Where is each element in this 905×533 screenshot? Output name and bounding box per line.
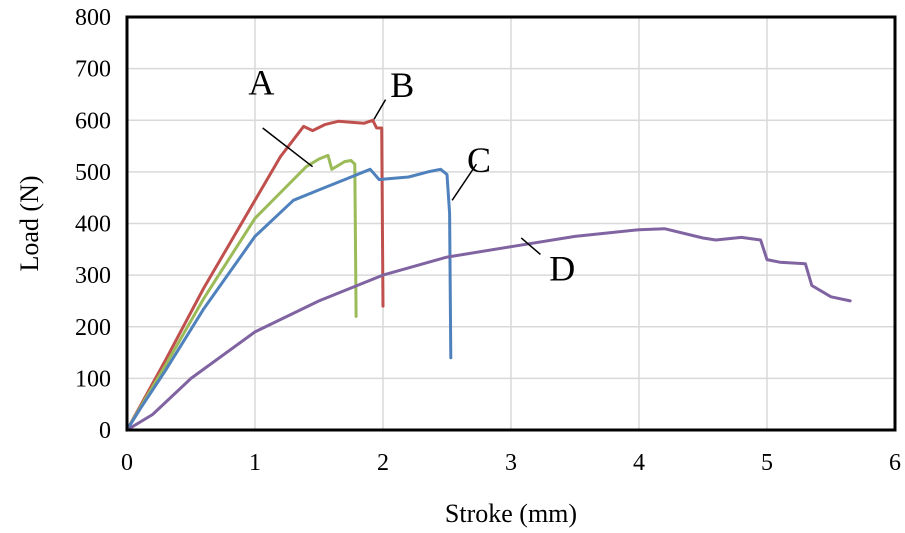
y-tick-label: 700 bbox=[75, 57, 111, 83]
y-tick-label: 200 bbox=[75, 315, 111, 341]
y-tick-label: 800 bbox=[75, 5, 111, 31]
series-line-2 bbox=[125, 153, 358, 432]
annotation-leader-b bbox=[373, 99, 387, 120]
annotation-label-d: D bbox=[549, 248, 575, 288]
series-line-c bbox=[125, 167, 453, 432]
annotation-leader-c bbox=[451, 163, 478, 201]
y-tick-label: 500 bbox=[75, 160, 111, 186]
x-tick-label: 6 bbox=[889, 450, 901, 476]
y-tick-label: 300 bbox=[75, 263, 111, 289]
plot-area-frame bbox=[125, 15, 897, 432]
y-axis-title: Load (N) bbox=[15, 175, 44, 271]
y-tick-label: 600 bbox=[75, 108, 111, 134]
x-tick-label: 5 bbox=[761, 450, 773, 476]
series-line-a bbox=[125, 118, 385, 432]
annotation-leader-a bbox=[262, 127, 314, 168]
x-tick-label: 3 bbox=[505, 450, 517, 476]
x-tick-label: 0 bbox=[121, 450, 133, 476]
x-tick-label: 4 bbox=[633, 450, 645, 476]
series-group bbox=[125, 118, 852, 432]
series-line-d bbox=[125, 227, 852, 432]
annotation-label-c: C bbox=[467, 140, 491, 180]
annotation-group: A B C D bbox=[248, 62, 575, 288]
annotation-label-a: A bbox=[248, 62, 274, 102]
tick-labels: 0 100 200 300 400 500 600 700 800 0 1 2 3 4 5 6 bbox=[75, 5, 901, 476]
annotation-label-b: B bbox=[390, 65, 414, 105]
y-tick-label: 0 bbox=[99, 418, 111, 444]
annotation-leader-d bbox=[520, 237, 541, 256]
y-tick-label: 400 bbox=[75, 212, 111, 238]
x-tick-label: 1 bbox=[249, 450, 261, 476]
y-tick-label: 100 bbox=[75, 366, 111, 392]
x-axis-title: Stroke (mm) bbox=[445, 499, 577, 528]
x-tick-label: 2 bbox=[377, 450, 389, 476]
